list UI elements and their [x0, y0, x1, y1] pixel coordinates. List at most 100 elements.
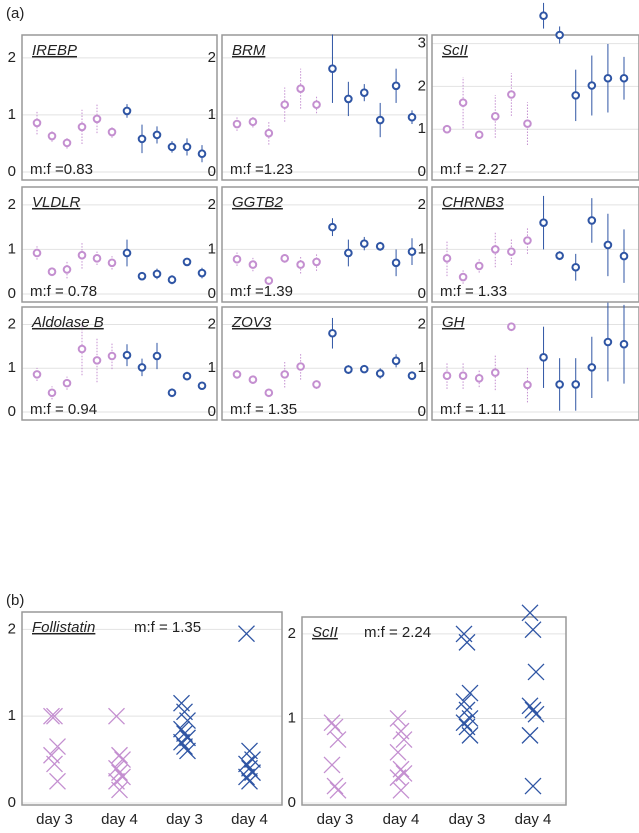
point [137, 363, 147, 372]
y-tick-label: 3 [418, 35, 426, 52]
point [539, 353, 548, 362]
point [458, 371, 468, 380]
point [77, 122, 87, 132]
chart-panel: 0 1 2 ZOV3 m:f = 1.35 [208, 306, 428, 421]
y-tick-label: 1 [8, 106, 16, 123]
cross [389, 769, 407, 787]
cross [241, 759, 258, 777]
point [77, 250, 87, 260]
point [167, 142, 177, 152]
cross [49, 772, 66, 790]
cross [49, 738, 66, 756]
point [280, 100, 290, 109]
point [312, 100, 321, 109]
y-tick-label: 2 [208, 315, 216, 332]
cross [389, 709, 407, 727]
y-tick-label: 2 [8, 315, 16, 332]
point [182, 257, 192, 267]
y-tick-label: 1 [418, 120, 426, 137]
panel-title: ZOV3 [231, 314, 272, 331]
x-tick-label: day 4 [383, 811, 420, 828]
y-tick-label: 0 [8, 163, 16, 180]
point [107, 127, 117, 137]
point [587, 363, 597, 372]
x-tick-label: day 3 [317, 811, 354, 828]
y-tick-label: 0 [418, 403, 426, 420]
point [344, 248, 353, 258]
point [442, 254, 452, 263]
point [280, 254, 290, 263]
plot-frame [301, 616, 567, 806]
point [407, 112, 417, 122]
point [122, 350, 132, 360]
cross [111, 764, 128, 782]
x-tick-label: day 3 [166, 811, 203, 828]
y-tick-label: 1 [208, 240, 216, 257]
cross [323, 756, 341, 774]
point [375, 369, 385, 378]
cross [173, 720, 190, 738]
chart-panel: 0 1 2 BRM m:f =1.23 [208, 34, 428, 181]
chart-panel: 0 1 2 GGTB2 m:f =1.39 [208, 186, 428, 303]
point [359, 364, 369, 374]
point [490, 368, 500, 377]
point [296, 84, 305, 93]
cross [238, 768, 255, 786]
chart-panel: 0 1 2 IREBP m:f =0.83 [8, 34, 218, 181]
y-tick-label: 2 [8, 49, 16, 66]
point [474, 130, 484, 140]
point [458, 98, 468, 107]
point [523, 236, 532, 245]
panel-label: (b) [6, 592, 24, 609]
point [407, 247, 417, 256]
point [296, 362, 305, 371]
point [571, 91, 581, 100]
y-tick-label: 1 [8, 707, 16, 724]
point [197, 381, 207, 391]
cross [46, 755, 63, 773]
cross [111, 746, 128, 764]
cross [43, 746, 60, 764]
point [232, 119, 242, 129]
plot-frame [21, 186, 218, 303]
annotation: m:f =1.23 [230, 161, 293, 178]
point [458, 272, 468, 282]
cross [326, 718, 344, 736]
cross [323, 714, 341, 732]
point [47, 267, 57, 277]
cross [179, 712, 196, 729]
y-tick-label: 2 [8, 620, 16, 637]
chart-panel: 0 1 2 day 3 day 4 day 3 day 4 Follistatin m:f = … [8, 611, 283, 828]
point [264, 128, 274, 138]
chart-panel: 0 1 2 3 ScII m:f = 2.27 [418, 2, 639, 181]
cross [392, 781, 410, 799]
annotation: m:f = 2.24 [364, 624, 431, 641]
annotation: m:f =0.83 [30, 161, 93, 178]
cross [176, 703, 193, 721]
point [344, 94, 353, 104]
cross [238, 755, 255, 773]
point [197, 268, 207, 278]
y-tick-label: 0 [288, 794, 296, 811]
point [312, 257, 321, 267]
point [523, 119, 532, 128]
annotation: m:f = 1.35 [230, 401, 297, 418]
cross [173, 733, 190, 751]
point [507, 247, 516, 256]
plot-frame [431, 306, 639, 421]
point [539, 11, 548, 21]
y-tick-label: 2 [208, 196, 216, 213]
annotation: m:f = 0.94 [30, 401, 97, 418]
point [555, 30, 564, 40]
plot-frame [221, 306, 428, 421]
x-tick-label: day 3 [449, 811, 486, 828]
point [137, 134, 147, 144]
cross [108, 707, 125, 725]
y-tick-label: 1 [418, 359, 426, 376]
panel-title: Aldolase B [31, 314, 104, 331]
point [375, 241, 385, 251]
point [507, 90, 516, 99]
cross [173, 694, 190, 712]
y-tick-label: 2 [418, 315, 426, 332]
